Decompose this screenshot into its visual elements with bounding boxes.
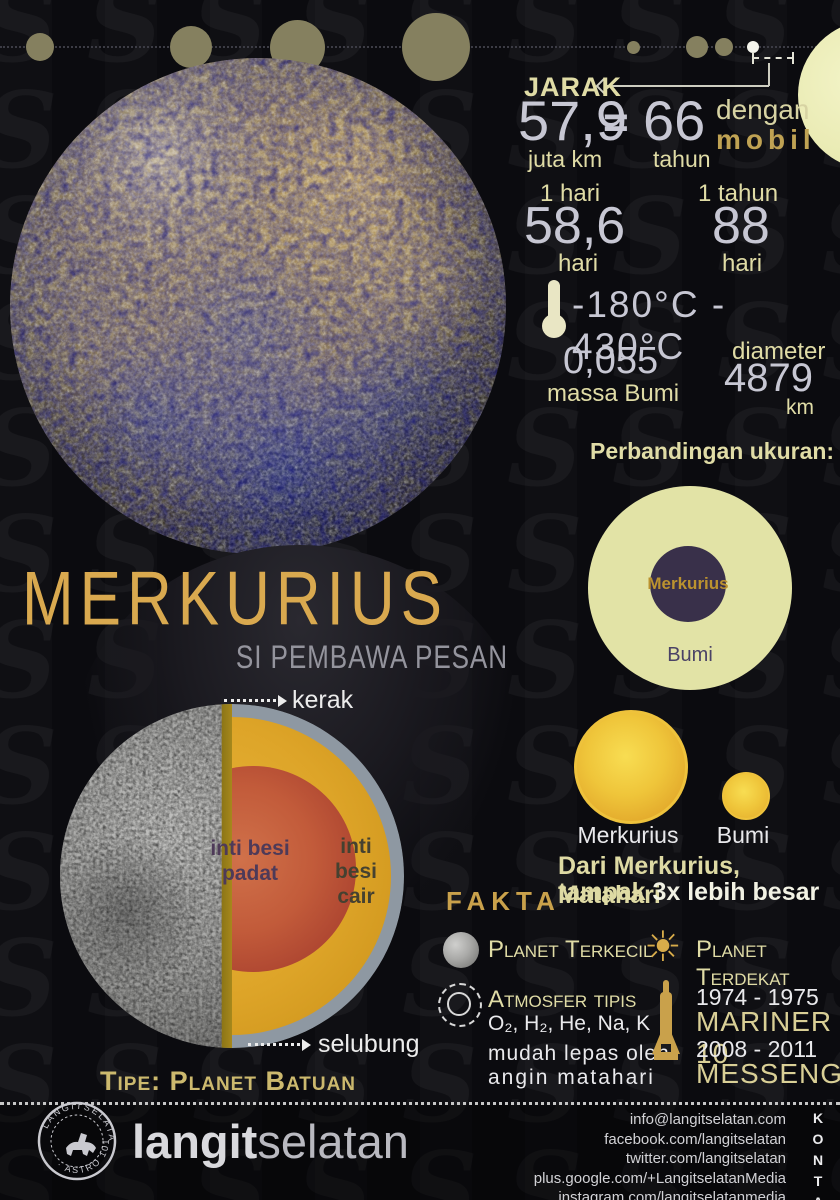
sun-view-caption-line2: tampak 3x lebih besar [558, 878, 819, 907]
mission-1-name: MARINER 10 [696, 1006, 833, 1069]
fact-closest-planet: Planet Terdekat [696, 936, 790, 991]
crust-pointer-line [224, 699, 276, 702]
stamp-top-text: LANGITSELATAN [36, 1100, 115, 1143]
bracket-tick-left [752, 52, 754, 64]
equals-sign: = [603, 98, 629, 147]
page-title: MERKURIUS [22, 557, 449, 642]
bracket-tick-right [792, 52, 794, 64]
planet-dot-earth [686, 36, 708, 58]
atmosphere-inner-ring-icon [447, 992, 471, 1016]
crust-arrow-icon [278, 695, 287, 707]
mantle-pointer-line [248, 1043, 300, 1046]
mercury-size-label: Merkurius [647, 574, 729, 593]
brand-bold: langit [132, 1115, 258, 1168]
planet-dot-neptune [26, 33, 54, 61]
travel-mode-word2: mobil [716, 124, 816, 155]
temperature-range: -180°C - 430°C [572, 284, 727, 367]
small-planet-icon [443, 932, 479, 968]
earth-size-label: Bumi [667, 644, 713, 666]
atmosphere-note-line1: mudah lepas oleh [488, 1042, 670, 1065]
mass-label: massa Bumi [547, 380, 680, 407]
sun-view-mercury-label: Merkurius [577, 822, 679, 848]
footer-dotted-separator [0, 1102, 840, 1105]
svg-text:LANGITSELATAN: LANGITSELATAN [36, 1100, 117, 1143]
mission-2-years: 2008 - 2011 [696, 1036, 818, 1062]
travel-mode-word1: dengan [716, 94, 810, 125]
brand-wordmark: langitselatan [132, 1114, 409, 1169]
rotation-label: 1 hari [540, 180, 601, 207]
contact-email: info@langitselatan.com [629, 1111, 786, 1128]
distance-bracket [753, 57, 793, 59]
travel-time-value: 66 [643, 89, 706, 152]
inner-core-label: inti besi padat [210, 837, 290, 886]
distance-unit: juta km [528, 146, 603, 172]
contact-facebook: facebook.com/langitselatan [604, 1130, 786, 1148]
sun-from-earth-circle [722, 772, 770, 820]
contact-googleplus: plus.google.com/+LangitselatanMedia [533, 1169, 786, 1187]
mercury-planet-image [10, 58, 506, 554]
facts-heading: FAKTA [446, 886, 561, 916]
earth-size-circle: Merkurius Bumi [588, 486, 792, 690]
fact-atmosphere-title: Atmosfer tipis [488, 986, 637, 1013]
brand-light: selatan [257, 1115, 409, 1168]
contact-twitter: twitter.com/langitselatan [625, 1150, 786, 1167]
mercury-dot [747, 41, 759, 53]
fact-smallest-planet: Planet Terkecil [488, 936, 653, 963]
mercury-interior-cutaway [60, 704, 404, 1048]
page-subtitle: SI PEMBAWA PESAN [235, 640, 509, 676]
atmosphere-gases: O₂, H₂, He, Na, K [488, 1012, 651, 1035]
thermometer-bulb-icon [542, 314, 566, 338]
planet-dot-venus [715, 38, 733, 56]
mantle-arrow-icon [302, 1039, 311, 1051]
planet-dot-mars [627, 41, 640, 54]
diameter-value: 4879 [724, 356, 813, 400]
revolution-label: 1 tahun [698, 180, 779, 207]
mass-value: 0,055 [563, 340, 659, 382]
sun-icon: ☀ [644, 923, 682, 970]
revolution-value: 88 [712, 197, 770, 255]
mantle-label: selubung [318, 1030, 420, 1058]
size-comparison-heading: Perbandingan ukuran: [590, 438, 835, 464]
outer-core-label: inti besi cair [334, 835, 378, 909]
contact-instagram: instagram.com/langitselatanmedia [558, 1189, 786, 1200]
atmosphere-note-line2: angin matahari [488, 1066, 655, 1089]
distance-connector-vertical [768, 63, 770, 86]
contact-list: info@langitselatan.com facebook.com/lang… [534, 1110, 786, 1200]
planet-texture-grain [10, 58, 506, 554]
stamp-centaur-figure [66, 1133, 96, 1156]
sun-view-earth-label: Bumi [716, 822, 770, 848]
distance-label: JARAK [524, 72, 623, 102]
crust-label: kerak [292, 686, 354, 714]
planet-type-label: Tipe: Planet Batuan [100, 1066, 357, 1096]
atmosphere-icon [438, 983, 482, 1027]
diameter-label: diameter [732, 338, 826, 365]
rotation-unit: hari [558, 250, 599, 277]
travel-time-unit: tahun [653, 146, 711, 172]
rocket-icon [652, 980, 680, 1066]
mercury-size-circle: Merkurius [647, 546, 729, 622]
distance-connector-horizontal [604, 85, 769, 87]
langitselatan-stamp-logo: LANGITSELATAN · ASTRO 101 · [36, 1100, 117, 1181]
sun-view-caption-line1: Dari Merkurius, Matahari [558, 852, 741, 909]
rotation-value: 58,6 [524, 197, 626, 255]
distance-value: 57,9 [518, 89, 627, 152]
footer-band [0, 1105, 840, 1200]
sun-from-mercury-circle [574, 710, 688, 824]
mission-1-years: 1974 - 1975 [696, 984, 819, 1010]
kontak-vertical-label: KONTAK [810, 1110, 826, 1200]
mission-2-name: MESSENGER [696, 1058, 840, 1089]
diameter-unit: km [786, 396, 814, 419]
revolution-unit: hari [722, 250, 763, 277]
thermometer-icon [548, 280, 560, 322]
caption-bold: 3x lebih besar [652, 878, 820, 906]
caption-normal: tampak [558, 878, 653, 906]
